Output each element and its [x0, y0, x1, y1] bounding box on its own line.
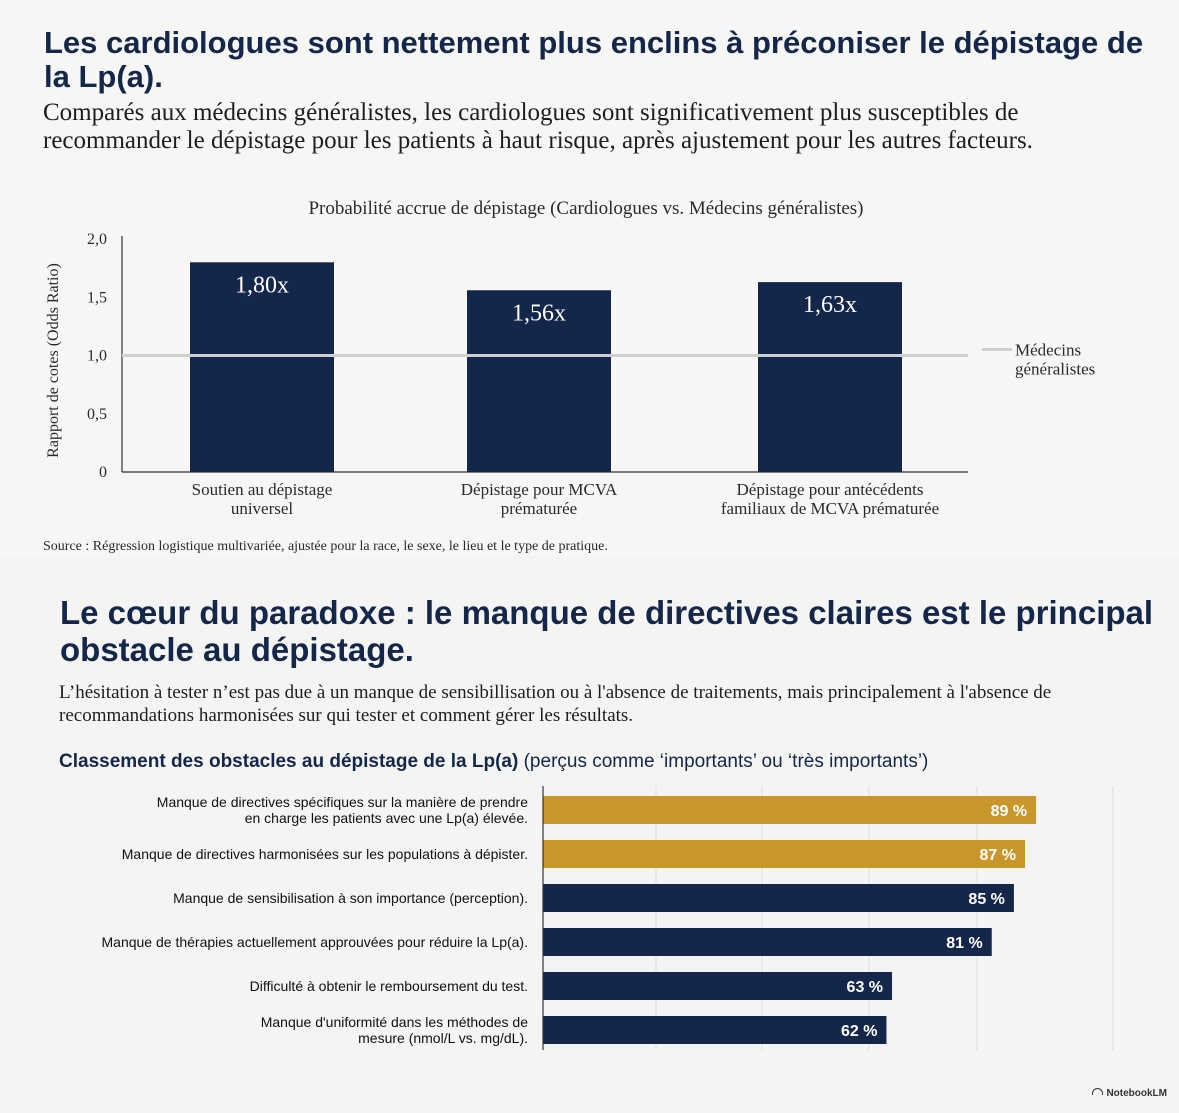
x-tick-label: prématurée: [501, 499, 577, 518]
y-tick-label: 2,0: [87, 231, 107, 248]
bar-value-label: 87 %: [980, 847, 1016, 864]
category-label: Manque d'uniformité dans les méthodes de: [261, 1014, 528, 1030]
y-tick-label: 1,5: [87, 289, 107, 306]
notebooklm-logo-icon: [1092, 1088, 1104, 1095]
category-label: Manque de sensibilisation à son importan…: [173, 890, 528, 906]
barriers-chart-title: Classement des obstacles au dépistage de…: [59, 751, 928, 773]
category-label: Manque de directives harmonisées sur les…: [122, 846, 528, 862]
bar: [543, 972, 893, 1000]
bar: [758, 282, 902, 472]
bar-value-label: 89 %: [991, 803, 1027, 820]
y-tick-label: 0: [99, 464, 107, 481]
reference-label: généralistes: [1015, 360, 1095, 379]
bar-value-label: 81 %: [946, 935, 982, 952]
panel2-title: Le cœur du paradoxe : le manque de direc…: [60, 594, 1154, 668]
bar: [543, 840, 1025, 868]
bar: [190, 262, 334, 472]
category-label: Difficulté à obtenir le remboursement du…: [250, 978, 528, 994]
odds-ratio-chart: Probabilité accrue de dépistage (Cardiol…: [45, 198, 1095, 518]
bar-value-label: 63 %: [847, 979, 883, 996]
barriers-chart-title-main: Classement des obstacles au dépistage de…: [59, 751, 519, 772]
bar-value-label: 1,56x: [512, 300, 566, 326]
x-tick-label: Dépistage pour antécédents: [737, 480, 924, 499]
y-axis-label: Rapport de cotes (Odds Ratio): [45, 263, 62, 458]
bar: [543, 928, 992, 956]
x-tick-label: familiaux de MCVA prématurée: [721, 499, 939, 518]
category-label: Manque de directives spécifiques sur la …: [157, 794, 528, 810]
brand-text: NotebookLM: [1106, 1088, 1167, 1099]
category-label: en charge les patients avec une Lp(a) él…: [245, 810, 528, 826]
x-tick-label: Soutien au dépistage: [192, 480, 333, 499]
panel2-subtitle: L’hésitation à tester n’est pas due à un…: [59, 682, 1052, 726]
bar: [543, 1016, 887, 1044]
y-tick-label: 0,5: [87, 406, 107, 423]
category-label: Manque de thérapies actuellement approuv…: [102, 934, 529, 950]
barriers-chart: 89 % Manque de directives spécifiques sur…: [102, 786, 1114, 1050]
bar: [467, 290, 611, 472]
category-label: mesure (nmol/L vs. mg/dL).: [358, 1030, 528, 1046]
bar-value-label: 62 %: [841, 1023, 877, 1040]
panel1-title: Les cardiologues sont nettement plus enc…: [44, 25, 1144, 94]
source-note: Source : Régression logistique multivari…: [43, 539, 608, 554]
reference-label: Médecins: [1015, 341, 1081, 360]
barriers-chart-title-sub: (perçus comme ‘importants’ ou ‘très impo…: [523, 751, 929, 772]
bar: [543, 796, 1037, 824]
bar-value-label: 1,63x: [803, 292, 857, 318]
bar: [543, 884, 1014, 912]
y-tick-label: 1,0: [87, 348, 107, 365]
brand-label: NotebookLM: [1092, 1088, 1167, 1099]
panel1-subtitle: Comparés aux médecins généralistes, les …: [43, 99, 1033, 154]
x-tick-label: universel: [231, 499, 294, 518]
bar-value-label: 1,80x: [235, 272, 289, 298]
bar-value-label: 85 %: [968, 891, 1004, 908]
x-tick-label: Dépistage pour MCVA: [461, 480, 618, 499]
chart-title: Probabilité accrue de dépistage (Cardiol…: [308, 198, 863, 219]
